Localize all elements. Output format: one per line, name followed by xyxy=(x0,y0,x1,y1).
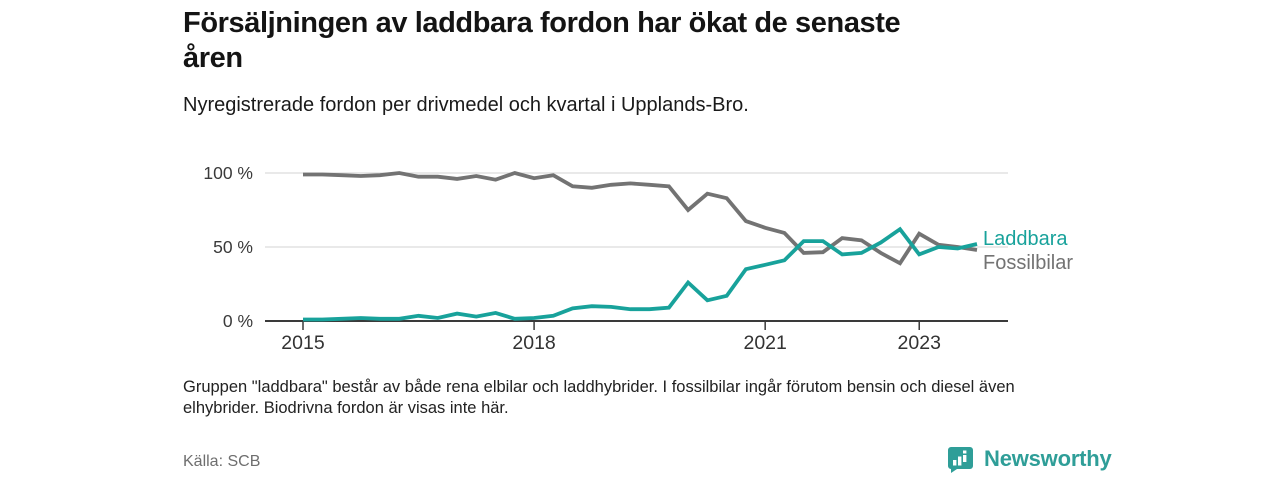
source-label: Källa: SCB xyxy=(183,453,261,470)
x-axis-label: 2021 xyxy=(743,332,786,354)
newsworthy-brand-link[interactable]: Newsworthy xyxy=(945,444,1112,474)
brand-name: Newsworthy xyxy=(984,446,1112,471)
page-title: Försäljningen av laddbara fordon har öka… xyxy=(183,6,1083,76)
series-label-fossilbilar: Fossilbilar xyxy=(983,252,1074,274)
y-axis-label: 0 % xyxy=(223,311,253,331)
footnote: Gruppen "laddbara" består av både rena e… xyxy=(183,377,1103,419)
y-axis-label: 50 % xyxy=(213,237,253,257)
x-axis-label: 2015 xyxy=(281,332,325,354)
footnote-line1: Gruppen "laddbara" består av både rena e… xyxy=(183,378,1015,396)
chart-subtitle: Nyregistrerade fordon per drivmedel och … xyxy=(183,94,749,116)
series-label-laddbara: Laddbara xyxy=(983,228,1068,250)
footnote-line2: elhybrider. Biodrivna fordon är visas in… xyxy=(183,399,509,417)
series-line-laddbara xyxy=(303,226,978,322)
y-axis-label: 100 % xyxy=(203,163,253,183)
page-title-line1: Försäljningen av laddbara fordon har öka… xyxy=(183,7,901,39)
x-axis-label: 2023 xyxy=(898,332,941,354)
x-axis-label: 2018 xyxy=(512,332,555,354)
series-line-fossilbilar xyxy=(303,171,978,266)
page-title-line2: åren xyxy=(183,42,243,74)
newsworthy-bar-chart-bubble-icon xyxy=(948,447,973,473)
